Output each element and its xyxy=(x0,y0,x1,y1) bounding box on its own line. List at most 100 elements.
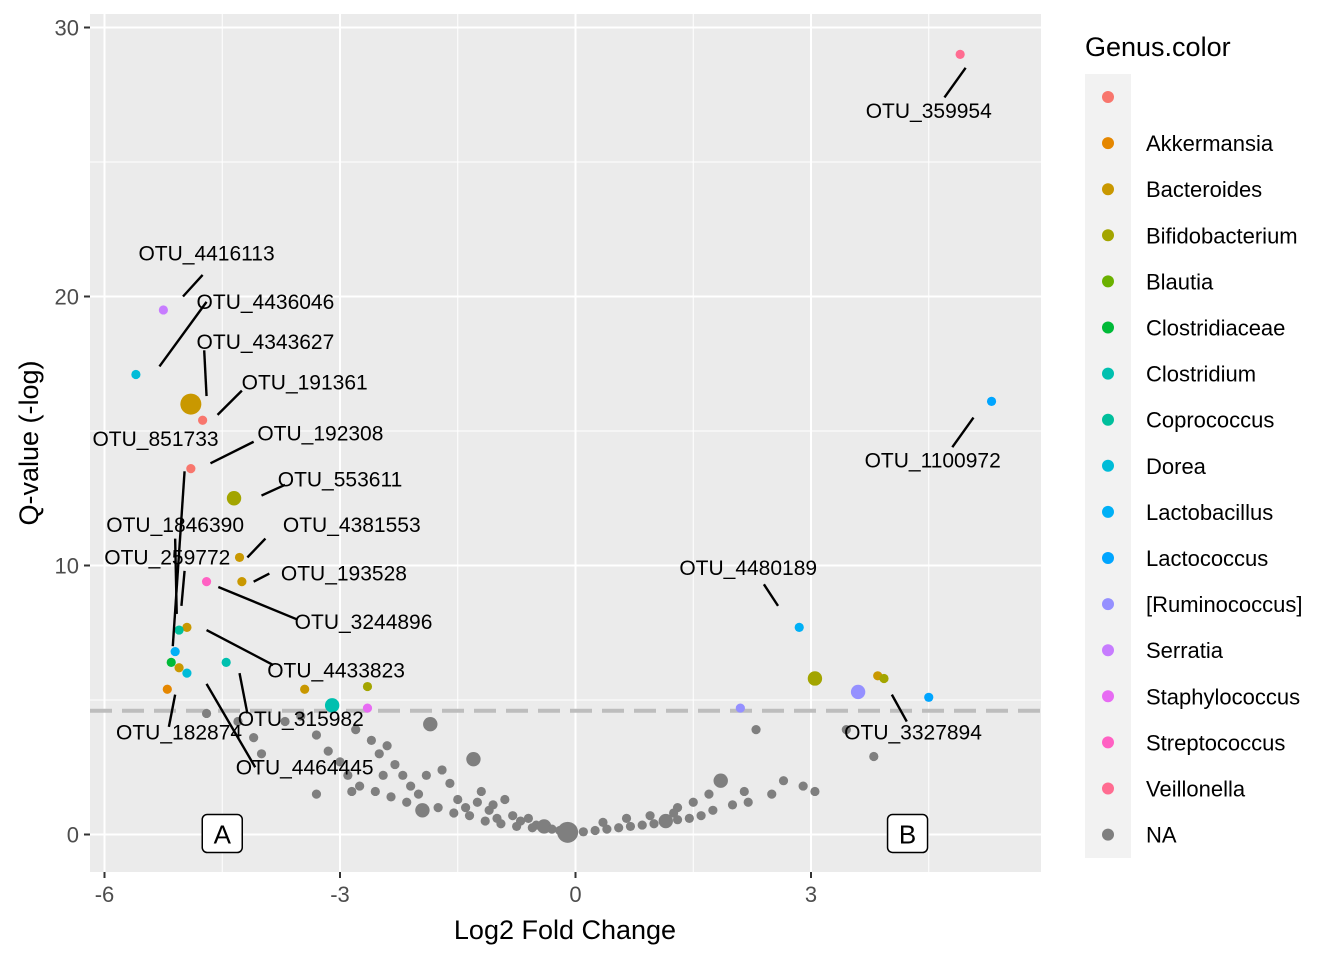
na-point xyxy=(500,794,510,805)
na-point xyxy=(233,716,243,727)
annotation-leader-line xyxy=(167,694,177,728)
group-box xyxy=(201,813,243,854)
legend-label: Serratia xyxy=(1146,638,1224,663)
annotation-leader-line xyxy=(209,440,255,465)
y-tick-label: 20 xyxy=(55,285,79,310)
na-point xyxy=(374,749,384,759)
legend: Genus.color Akkermansia Bacteroides Bifido… xyxy=(1085,32,1303,858)
annotation-leader-line xyxy=(171,471,186,647)
na-point xyxy=(645,811,655,821)
legend-label: Lactococcus xyxy=(1146,546,1268,571)
y-tick-label: 30 xyxy=(55,16,79,41)
legend-label: Akkermansia xyxy=(1146,131,1274,156)
y-axis-ticks: 0 10 20 30 xyxy=(55,16,90,848)
na-point xyxy=(256,749,267,759)
na-point xyxy=(649,819,659,829)
legend-key xyxy=(1102,782,1114,795)
na-point xyxy=(466,751,481,767)
na-point xyxy=(386,792,396,802)
otu-point xyxy=(180,393,202,415)
legend-label: Staphylococcus xyxy=(1146,684,1300,709)
na-point xyxy=(437,765,447,775)
na-point xyxy=(751,724,761,735)
legend-key xyxy=(1102,505,1114,518)
otu-annotation-label: OTU_3244896 xyxy=(295,611,433,634)
na-point xyxy=(433,803,443,813)
legend-label: Coprococcus xyxy=(1146,408,1274,433)
otu-annotation-label: OTU_4343627 xyxy=(197,331,335,354)
otu-point xyxy=(158,305,168,315)
na-point xyxy=(598,817,608,827)
x-tick-label: 0 xyxy=(569,882,581,907)
colored-points-layer xyxy=(131,49,997,713)
otu-annotation-label: OTU_3327894 xyxy=(844,721,982,744)
na-point xyxy=(512,821,522,832)
na-point xyxy=(841,724,851,735)
na-point xyxy=(423,717,438,732)
otu-point xyxy=(986,396,997,407)
otu-annotation-label: OTU_4433823 xyxy=(267,659,405,682)
na-point xyxy=(743,797,753,807)
otu-point xyxy=(174,663,184,673)
otu-point xyxy=(794,622,804,632)
legend-key xyxy=(1102,183,1114,196)
legend-key xyxy=(1102,275,1114,288)
na-point xyxy=(704,789,714,799)
group-box xyxy=(886,813,929,854)
na-point xyxy=(557,821,579,843)
annotation-leader-line xyxy=(943,67,967,99)
annotation-leader-line xyxy=(951,416,975,448)
annotation-leader-line xyxy=(158,301,208,368)
na-point xyxy=(461,803,471,813)
annotation-leader-line xyxy=(205,683,257,768)
annotation-leader-line xyxy=(180,570,186,606)
legend-label: Bifidobacterium xyxy=(1146,223,1298,248)
na-point xyxy=(523,813,534,823)
legend-label: Lactobacillus xyxy=(1146,500,1273,525)
na-point xyxy=(625,821,636,832)
na-point xyxy=(445,778,455,788)
legend-key xyxy=(1102,91,1114,103)
otu-annotation-label: OTU_259772 xyxy=(104,546,230,569)
otu-point xyxy=(162,684,172,694)
na-point xyxy=(798,781,808,791)
legend-key xyxy=(1102,644,1114,657)
otu-point xyxy=(182,622,192,632)
na-point xyxy=(739,786,749,797)
legend-title: Genus.color xyxy=(1085,32,1231,62)
na-point xyxy=(472,797,482,807)
annotation-leader-line xyxy=(238,672,249,714)
otu-annotation-label: OTU_315982 xyxy=(238,708,364,731)
otu-point xyxy=(237,577,247,587)
legend-key xyxy=(1102,137,1114,150)
na-point xyxy=(688,797,698,807)
otu-annotation-label: OTU_359954 xyxy=(866,100,992,123)
otu-point xyxy=(955,49,965,60)
otu-point xyxy=(850,684,866,700)
na-point xyxy=(508,811,518,821)
otu-point xyxy=(879,673,889,684)
y-tick-label: 10 xyxy=(55,554,79,579)
annotation-leader-line xyxy=(216,389,243,416)
otu-point xyxy=(186,464,196,474)
otu-point xyxy=(735,703,745,713)
legend-label: Streptococcus xyxy=(1146,730,1285,755)
legend-key xyxy=(1102,321,1114,334)
otu-annotation-label: OTU_4381553 xyxy=(283,514,421,537)
otu-point xyxy=(166,657,176,667)
annotation-leader-line xyxy=(246,537,267,559)
annotation-leader-line xyxy=(205,628,274,667)
otu-point xyxy=(807,671,823,686)
legend-key xyxy=(1102,367,1114,380)
otu-annotation-label: OTU_851733 xyxy=(92,428,218,451)
na-points-layer xyxy=(201,708,879,843)
otu-point xyxy=(221,657,231,667)
na-point xyxy=(370,786,380,797)
x-axis-ticks: -6 -3 0 3 xyxy=(95,872,817,907)
otu-annotation-label: OTU_4480189 xyxy=(679,557,817,580)
otu-point xyxy=(174,625,184,635)
na-point xyxy=(413,789,424,799)
na-point xyxy=(415,803,430,818)
legend-key xyxy=(1102,229,1114,242)
na-point xyxy=(201,708,212,719)
